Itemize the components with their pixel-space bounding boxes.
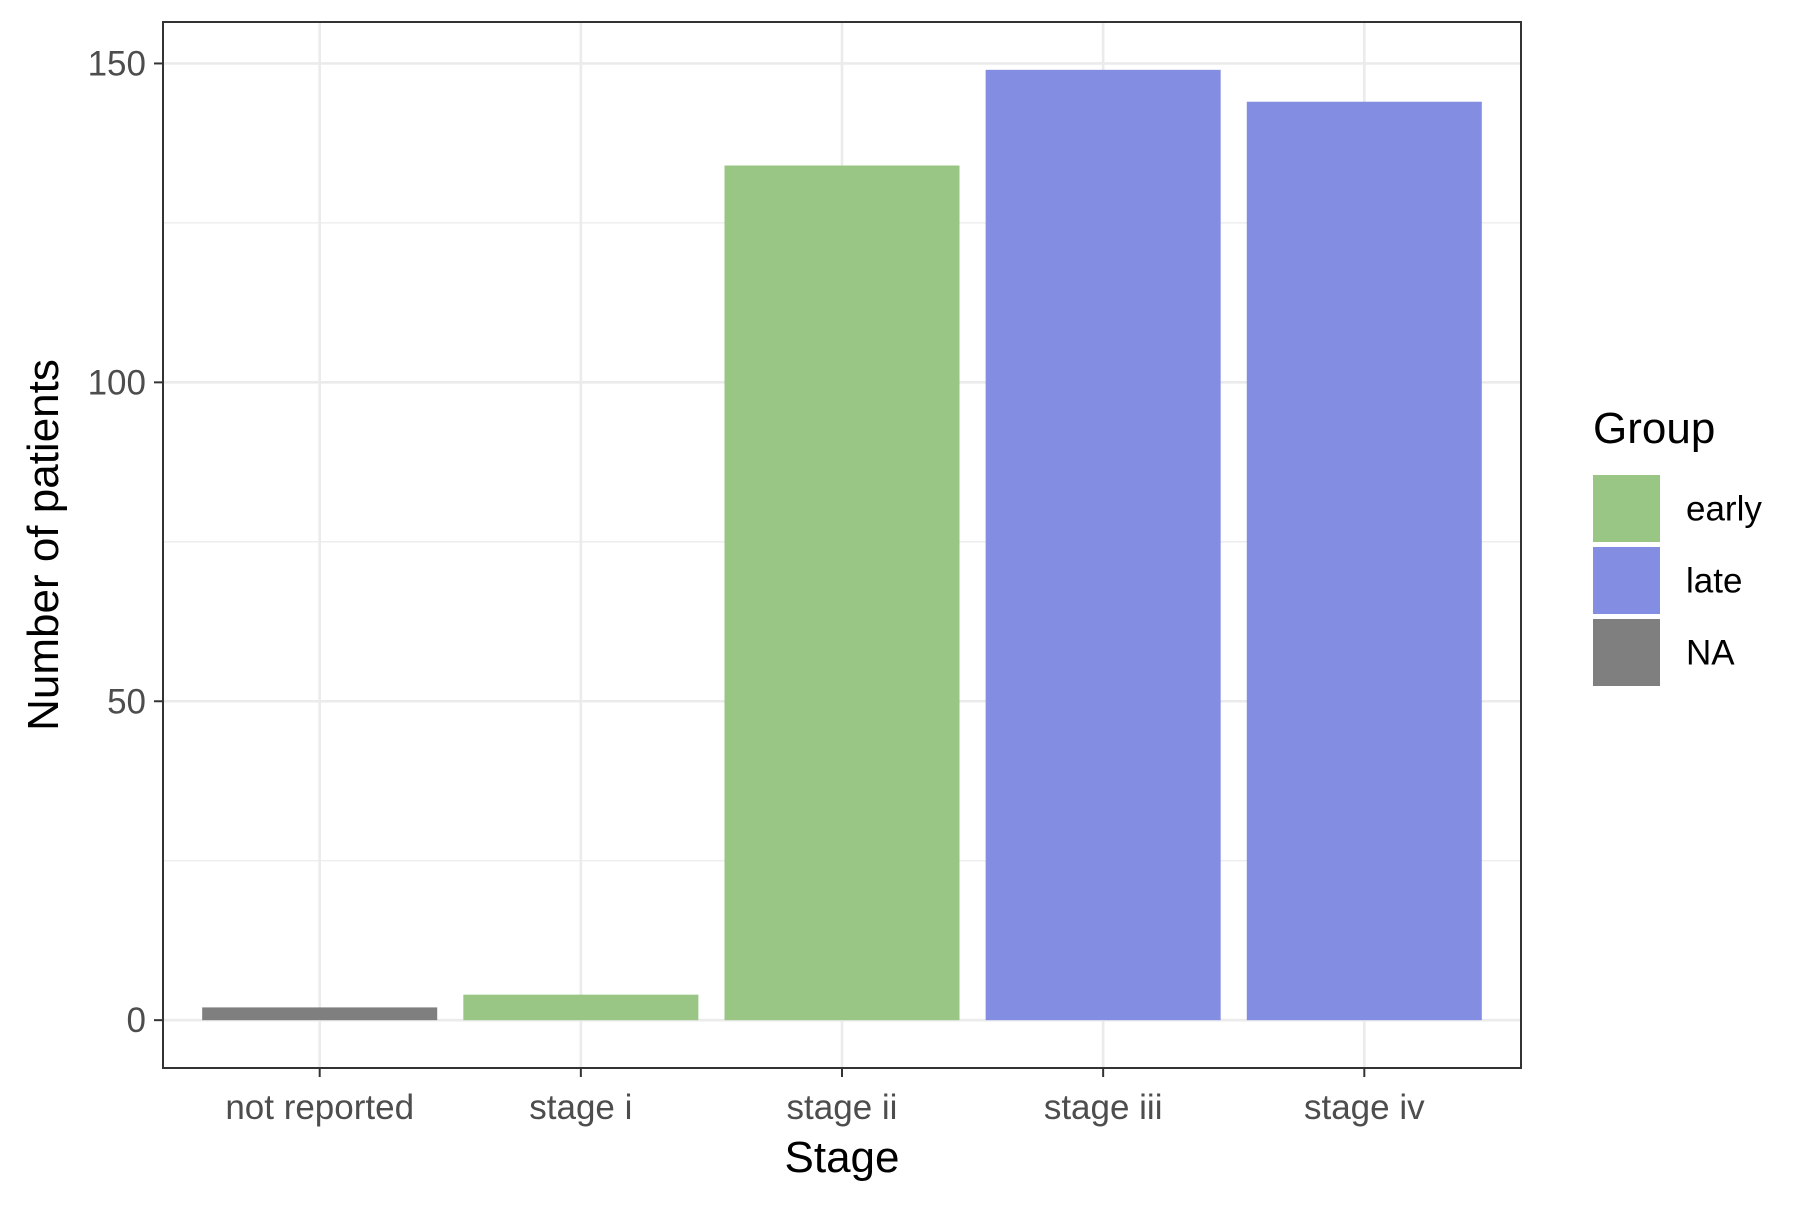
bar-stage-ii [724,165,960,1021]
legend-label: early [1686,490,1762,529]
bar-not-reported [202,1007,438,1021]
legend: Group early late NA [1593,404,1762,686]
x-axis-title: Stage [785,1133,900,1182]
legend-label: late [1686,562,1742,601]
bar-stage-iv [1246,101,1482,1021]
y-tick-label: 50 [107,682,146,721]
axes: 0 50 100 150 not reported stage i stage ii stag… [88,44,1426,1127]
x-tick-label: stage i [529,1088,632,1127]
y-axis-title: Number of patients [19,359,68,731]
legend-title: Group [1593,404,1715,453]
bar-stage-iii [985,69,1221,1021]
x-tick-label: stage iv [1304,1088,1425,1127]
legend-label: NA [1686,634,1735,673]
legend-entries: early late NA [1593,475,1762,686]
legend-key-early [1593,475,1660,542]
bars [202,69,1482,1021]
x-tick-label: not reported [225,1088,414,1127]
bar-stage-i [463,994,699,1021]
legend-key-na [1593,619,1660,686]
y-tick-label: 0 [127,1001,146,1040]
y-tick-label: 100 [88,363,146,402]
legend-key-late [1593,547,1660,614]
y-tick-label: 150 [88,44,146,83]
x-tick-label: stage iii [1044,1088,1163,1127]
x-tick-label: stage ii [787,1088,898,1127]
